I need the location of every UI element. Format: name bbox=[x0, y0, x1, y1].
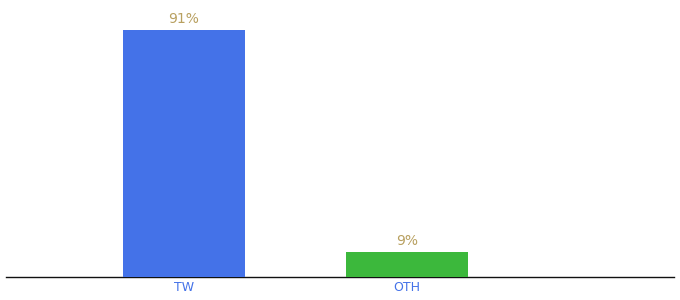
Bar bbox=[122, 30, 245, 277]
Text: 9%: 9% bbox=[396, 234, 418, 248]
Bar bbox=[345, 252, 469, 277]
Text: 91%: 91% bbox=[169, 12, 199, 26]
